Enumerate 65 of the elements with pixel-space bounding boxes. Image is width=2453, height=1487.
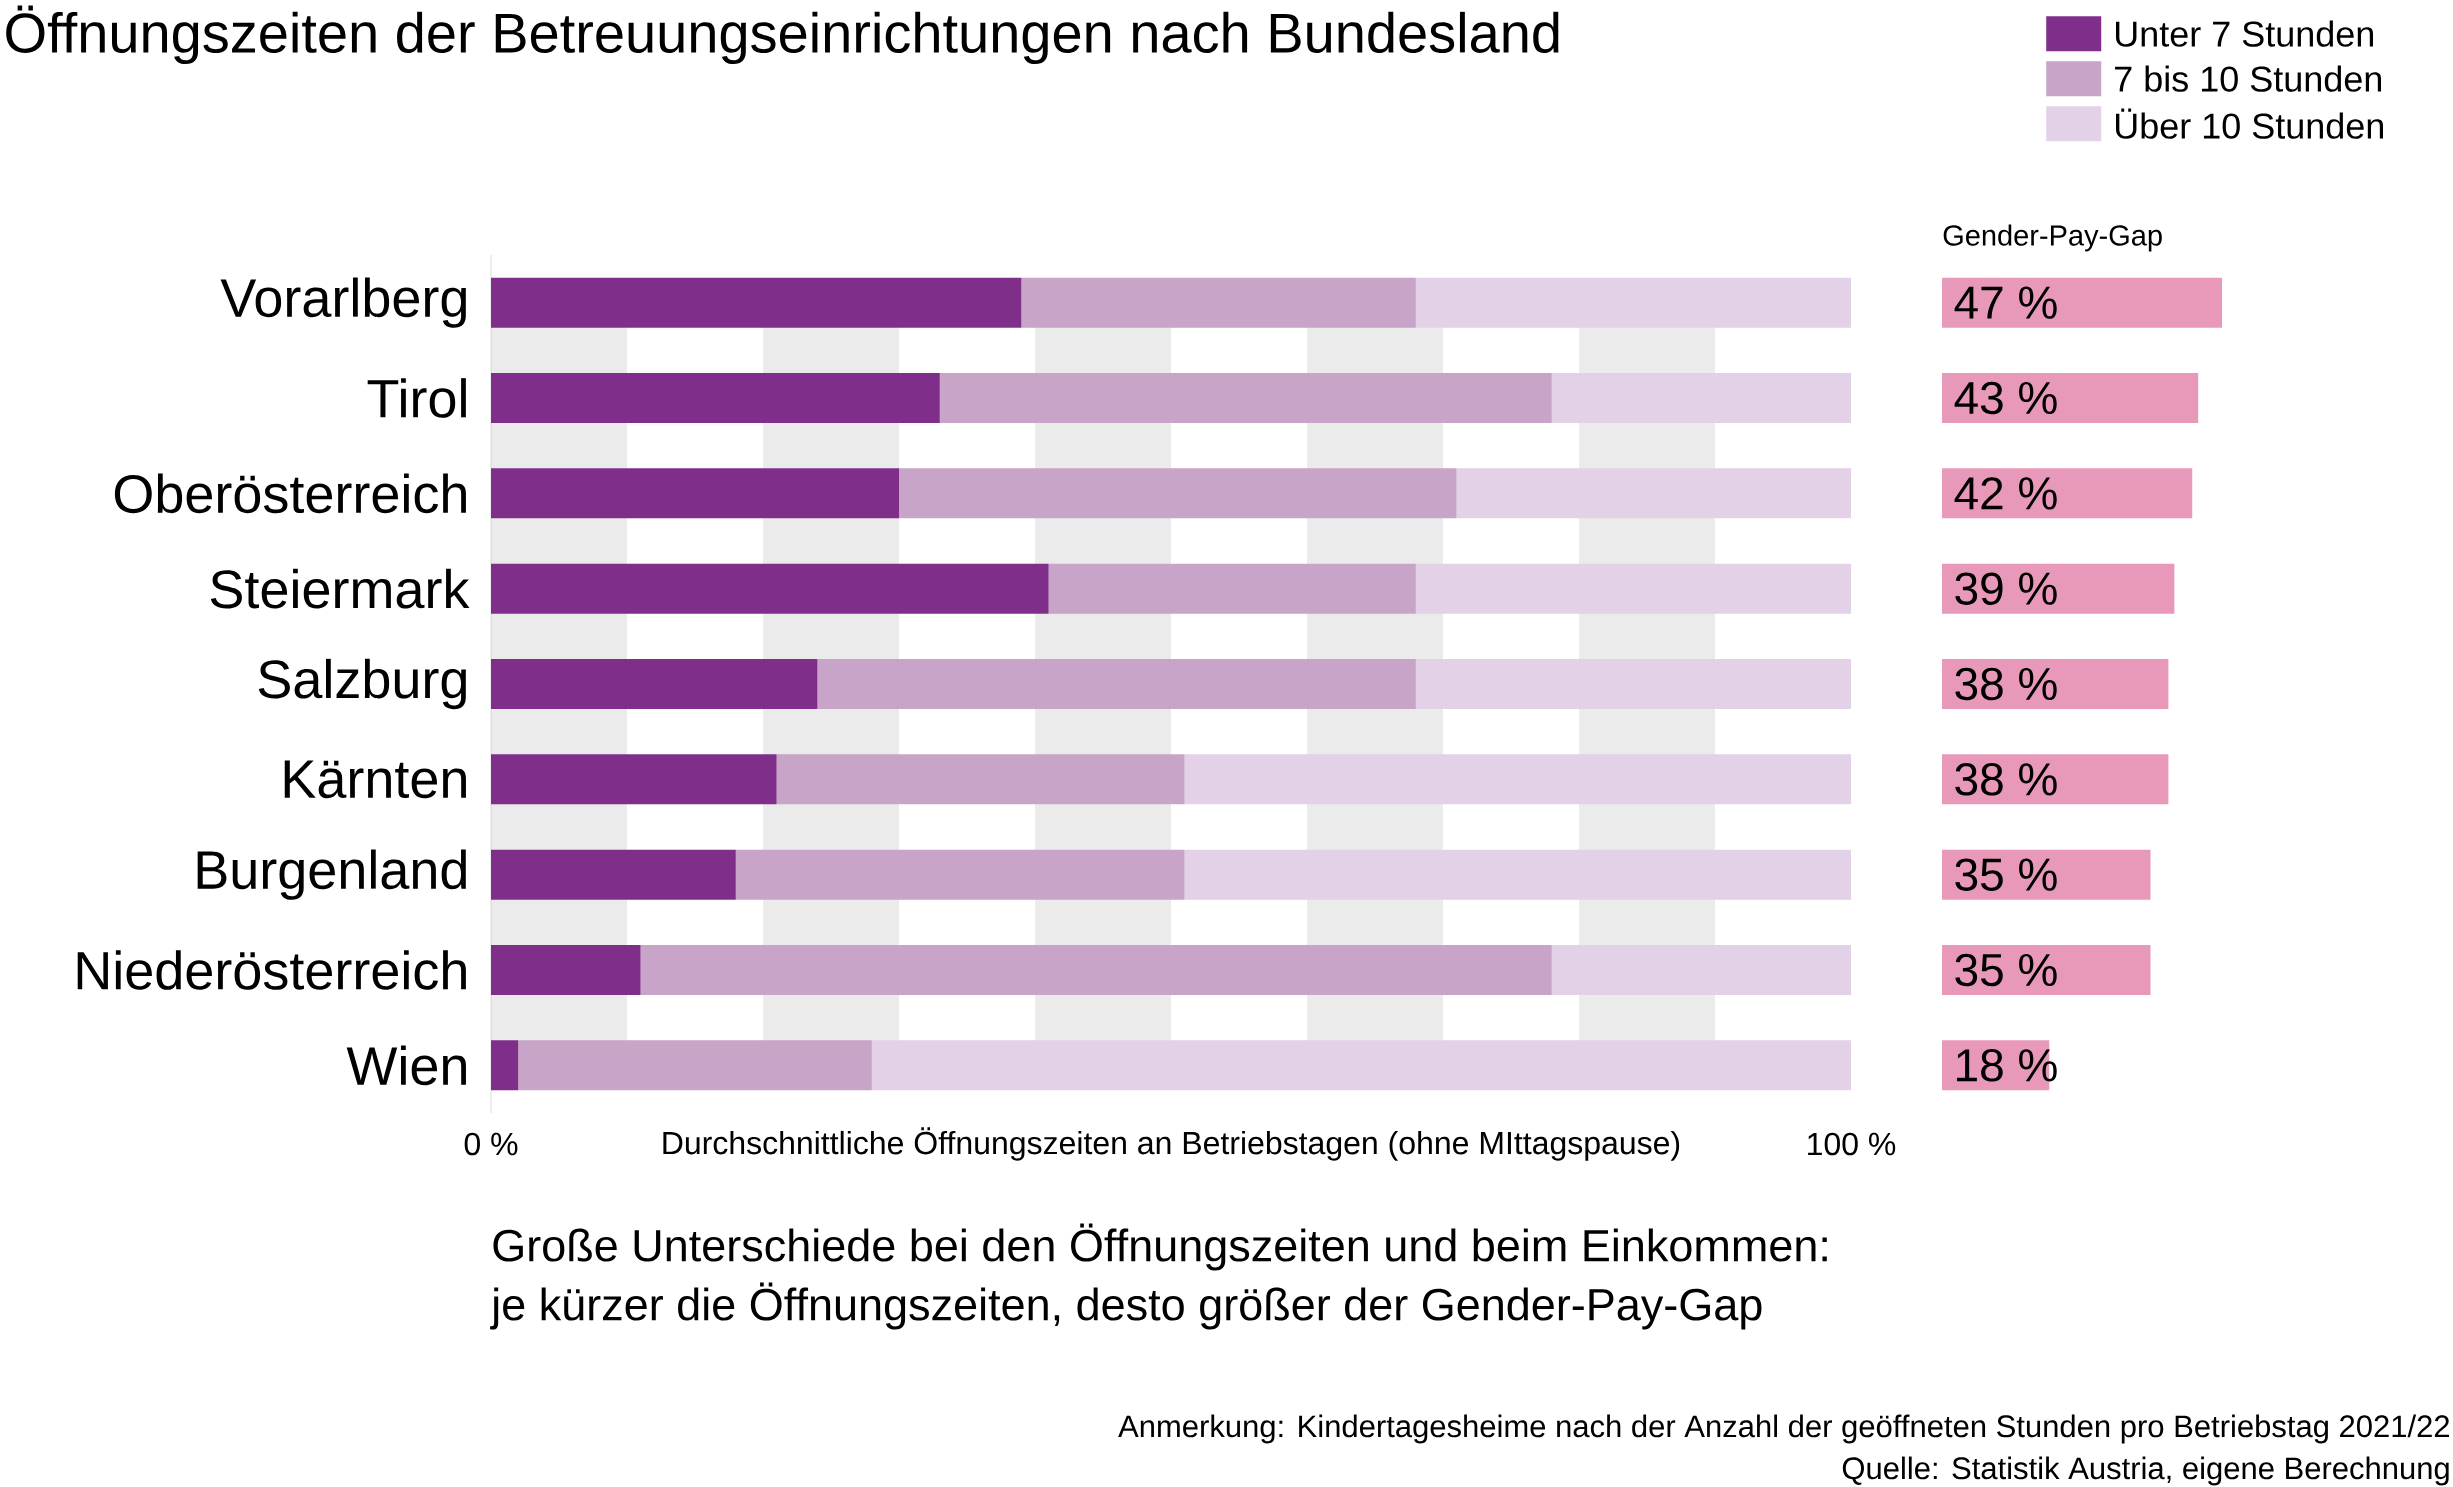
data-label: 35 % [1955,953,2057,987]
legend-label: 7 bis 10 Stunden [2115,65,2382,92]
bar [1415,277,1852,328]
bar [640,945,1552,995]
y-tick-label: Burgenland [197,849,466,900]
bar [491,754,777,805]
bar [939,373,1552,423]
y-tick-label: Salzburg [258,658,466,710]
y-tick-label: Steiermark [210,568,470,609]
data-label: 38 % [1955,667,2057,701]
bar [1551,945,1852,995]
bar [491,468,900,519]
bar [1942,944,2151,995]
y-tick-label: Wien [346,1045,466,1086]
bar [1184,754,1852,805]
x-axis-title: Durchschnittliche Öffnungszeiten an Betriebstagen (ohne MIttagspause) [663,1127,1680,1161]
bar [899,468,1457,519]
data-label: 39 % [1955,572,2057,605]
data-label: 35 % [1955,858,2057,891]
y-tick-label: Niederösterreich [77,950,466,990]
chart-title: Gender-Pay-Gap [1943,224,2162,252]
data-label: 18 % [1957,1049,2057,1082]
text: je kürzer die Öffnungszeiten, desto größer der Gender-Pay-Gap [490,1282,1762,1330]
y-tick-label: Oberösterreich [114,473,466,514]
bar [1942,468,2193,519]
data-label: 43 % [1954,381,2057,415]
bar [491,373,940,423]
bar [491,1040,519,1091]
bar [1021,277,1416,328]
y-tick-label: Vorarlberg [220,277,466,328]
bar [1415,659,1852,709]
bar [491,659,818,709]
bar [1048,563,1416,614]
text: Große Unterschiede bei den Öffnungszeiten und beim Einkommen: [493,1223,1827,1271]
chart-title: Öffnungszeiten der Betreuungseinrichtungen nach Bundesland [6,5,1559,65]
y-tick-label: Kärnten [284,760,466,799]
bar [491,945,641,995]
bar [1942,373,2199,423]
y-tick-label: Tirol [367,378,466,418]
bar [1415,563,1852,614]
legend-label: Unter 7 Stunden [2116,20,2373,47]
bar [1184,849,1852,900]
x-tick-label: 100 % [1808,1132,1896,1156]
bar [518,1040,872,1091]
bar [1942,563,2175,614]
legend-label: Über 10 Stunden [2116,108,2383,139]
bar [817,659,1416,709]
bar [491,849,736,900]
bar [871,1040,1852,1091]
data-label: 38 % [1955,763,2057,796]
bar [491,563,1049,614]
data-label: 47 % [1954,286,2057,319]
bar [491,277,1022,328]
x-tick-label: 0 % [464,1132,518,1156]
bar [1942,754,2169,805]
bar [1942,659,2169,709]
bar [1456,468,1852,519]
bar [735,849,1185,900]
text: Anmerkung: Kindertagesheime nach der Anzahl der geöffneten Stunden pro Betriebstag 2021/22 [1118,1414,2450,1444]
source-note: Quelle: Statistik Austria, eigene Berechnung [1842,1456,2449,1486]
bar [1942,849,2151,900]
bar [1551,373,1852,423]
bar [1942,277,2223,328]
bar [776,754,1185,805]
data-label: 42 % [1954,477,2057,510]
